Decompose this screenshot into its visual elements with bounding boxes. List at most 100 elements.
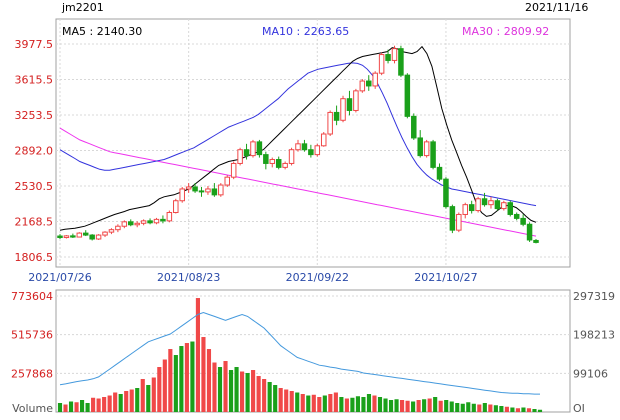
candle-body [166, 212, 173, 222]
volume-bar [333, 392, 338, 412]
candle-body [404, 74, 411, 117]
volume-bar [300, 394, 305, 412]
volume-bar [515, 408, 520, 412]
volume-bar [124, 391, 129, 412]
oi-tick-label: 297319 [573, 290, 615, 303]
volume-bar [63, 404, 68, 412]
volume-bar [427, 398, 432, 412]
volume-bar [477, 404, 482, 412]
volume-bar [499, 406, 504, 412]
volume-bar [350, 397, 355, 412]
candle-body [243, 149, 250, 157]
volume-bar [91, 397, 96, 412]
candle-body [468, 204, 475, 212]
volume-bar [151, 377, 156, 412]
candle-body [494, 200, 501, 210]
volume-bar [68, 401, 74, 412]
volume-bar [267, 382, 272, 412]
candle-body [237, 149, 243, 164]
volume-bar [80, 400, 85, 412]
volume-bar [168, 349, 173, 412]
candle-body [205, 188, 211, 193]
volume-bar [388, 400, 394, 412]
volume-bar [339, 397, 344, 412]
volume-bar [184, 343, 189, 412]
volume-bar [179, 346, 184, 412]
volume-bar [438, 400, 443, 412]
candle-body [211, 188, 218, 196]
candle-body [82, 232, 89, 236]
candle-body [153, 218, 160, 224]
price-tick-label: 3977.5 [15, 38, 54, 51]
candle-body [147, 220, 153, 224]
volume-bar [466, 402, 471, 412]
volume-bar [394, 399, 399, 412]
candle-body [462, 204, 468, 215]
candle-body [70, 235, 76, 238]
volume-bar [361, 397, 366, 412]
ma5-line [59, 45, 537, 231]
volume-bar [234, 367, 239, 412]
candle-body [481, 198, 488, 206]
volume-bar [85, 403, 90, 412]
oi-series-line [59, 311, 540, 395]
oi-tick-label: OI [573, 402, 585, 415]
candle-body [449, 206, 456, 231]
candle-body [340, 98, 346, 121]
candle-body [263, 154, 269, 164]
candle-body [314, 145, 321, 156]
volume-grid [56, 295, 570, 374]
candle-body [295, 143, 301, 151]
date-tick-label: 2021/08/23 [157, 271, 220, 284]
volume-bar [377, 397, 383, 412]
volume-tick-label: 257868 [11, 367, 53, 380]
volume-bar [460, 403, 465, 412]
volume-bar [212, 362, 217, 412]
price-tick-label: 1806.5 [15, 251, 54, 264]
ma5-legend: MA5 : 2140.30 [62, 25, 142, 38]
volume-bar [96, 398, 101, 412]
price-tick-label: 3615.5 [15, 74, 54, 87]
candle-body [411, 115, 417, 139]
candle-body [475, 198, 481, 212]
volume-tick-label: 773604 [11, 290, 53, 303]
oi-tick-label: 99106 [573, 367, 608, 380]
candle-body [366, 80, 372, 87]
volume-bar [217, 367, 223, 412]
volume-bar [162, 359, 167, 412]
candle-body [488, 200, 494, 206]
volume-bar [317, 397, 322, 412]
candle-body [275, 159, 282, 168]
volume-tick-label: 515736 [11, 329, 53, 342]
volume-bar [504, 406, 509, 412]
candle-body [346, 98, 353, 111]
volume-bar [251, 370, 256, 412]
volume-bar [411, 401, 416, 412]
volume-bar [355, 396, 360, 412]
volume-bar [444, 400, 449, 412]
candle-body [63, 235, 70, 239]
candle-body [501, 202, 507, 210]
date-tick-label: 2021/07/26 [28, 271, 91, 284]
volume-bar [482, 403, 487, 412]
volume-bar [278, 388, 283, 412]
volume-bar [289, 391, 294, 412]
ma10-legend: MA10 : 2263.65 [262, 25, 349, 38]
ma10-line [59, 62, 537, 207]
candle-body [372, 72, 378, 87]
candle-body [443, 178, 449, 208]
volume-bar [157, 367, 162, 412]
candle-body [333, 111, 340, 121]
candle-body [256, 141, 263, 156]
date-axis: 2021/07/26 2021/08/23 2021/09/22 2021/10/27 [28, 271, 477, 284]
volume-bar [295, 392, 300, 412]
candle-body [115, 225, 121, 231]
volume-bar [537, 409, 543, 412]
candle-body [173, 200, 179, 214]
price-tick-label: 2168.5 [15, 215, 54, 228]
candle-body [385, 54, 391, 61]
candle-body [417, 137, 423, 157]
candle-body [378, 54, 385, 74]
candle-body [185, 186, 192, 190]
volume-bar [322, 395, 327, 412]
